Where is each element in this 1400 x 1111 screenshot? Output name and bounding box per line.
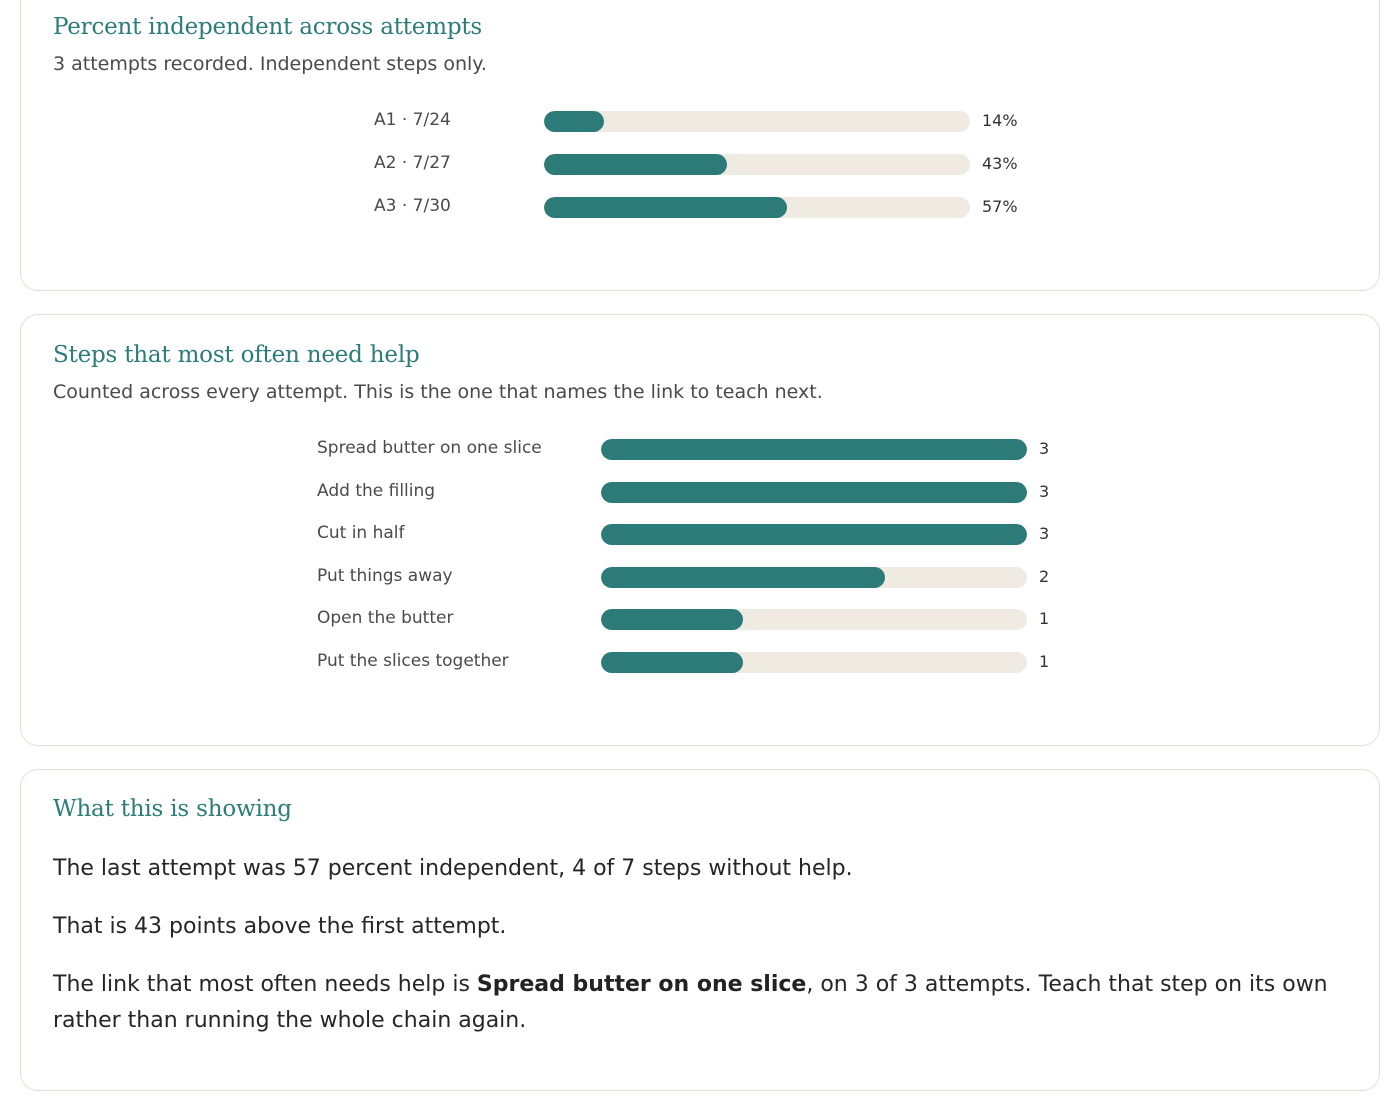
bar xyxy=(601,524,1027,546)
bar-value-label: 14% xyxy=(982,111,1018,130)
summary-line-1: The last attempt was 57 percent independ… xyxy=(53,856,853,881)
card-subtitle: 3 attempts recorded. Independent steps o… xyxy=(53,53,487,75)
bar xyxy=(544,197,787,218)
highlighted-step: Spread butter on one slice xyxy=(476,972,807,997)
bar xyxy=(601,439,1027,460)
bar-track xyxy=(601,609,1027,631)
independence-card: Percent independent across attempts 3 at… xyxy=(20,0,1380,291)
bar-value-label: 1 xyxy=(1039,609,1050,629)
bar-value-label: 43% xyxy=(982,154,1018,173)
card-subtitle: Counted across every attempt. This is th… xyxy=(53,381,823,403)
summary-line-2: That is 43 points above the first attemp… xyxy=(53,914,507,939)
bar-label: Add the filling xyxy=(317,480,436,501)
summary-card: What this is showing The last attempt wa… xyxy=(20,769,1380,1091)
bar-track xyxy=(601,439,1027,460)
bar xyxy=(601,481,1027,503)
bar xyxy=(601,566,885,588)
help-steps-card: Steps that most often need help Counted … xyxy=(20,314,1380,746)
bar-label: A1 · 7/24 xyxy=(374,110,451,130)
bar-label: Put things away xyxy=(317,565,453,586)
summary-line-3-start: The link that most often needs help is xyxy=(53,972,477,997)
card-title: What this is showing xyxy=(53,796,292,822)
bar-label: Spread butter on one slice xyxy=(317,438,542,458)
bar-value-label: 57% xyxy=(982,197,1018,216)
bar xyxy=(544,154,728,175)
bar-track xyxy=(601,566,1027,588)
bar-value-label: 3 xyxy=(1039,524,1050,544)
summary-line-3-end: , on 3 of 3 attempts. Teach that step on… xyxy=(53,972,1328,1033)
bar-track xyxy=(601,524,1027,546)
bar-label: Cut in half xyxy=(317,523,405,544)
bar-track xyxy=(601,652,1027,673)
bar-track xyxy=(544,154,970,175)
bar-value-label: 2 xyxy=(1039,566,1050,586)
bar-value-label: 1 xyxy=(1039,652,1050,671)
bar xyxy=(544,111,604,132)
bar-value-label: 3 xyxy=(1039,481,1050,501)
bar-track xyxy=(544,197,970,218)
bar-track xyxy=(601,481,1027,503)
bar-label: A3 · 7/30 xyxy=(374,196,451,216)
bar xyxy=(601,609,743,631)
card-title: Percent independent across attempts xyxy=(53,14,483,40)
bar xyxy=(601,652,743,673)
bar-label: A2 · 7/27 xyxy=(374,153,451,173)
bar-track xyxy=(544,111,970,132)
summary-line-3: The link that most often needs help is S… xyxy=(53,967,1343,1039)
bar-value-label: 3 xyxy=(1039,439,1050,458)
card-title: Steps that most often need help xyxy=(53,342,420,368)
bar-label: Open the butter xyxy=(317,608,454,629)
bar-label: Put the slices together xyxy=(317,651,509,671)
